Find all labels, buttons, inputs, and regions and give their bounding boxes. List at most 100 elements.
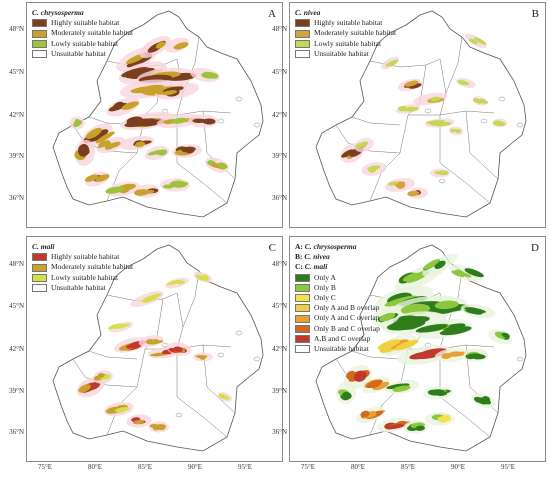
habitat-patch [142, 296, 156, 303]
habitat-patch [415, 425, 425, 431]
lake-outline [175, 412, 183, 418]
habitat-patch [396, 182, 406, 189]
legend-d-row-5: Only B and C overlap [295, 324, 380, 334]
habitat-patch [360, 410, 370, 418]
legend-b-label-high: Highly suitable habitat [314, 18, 383, 28]
legend-d-label-0: Only A [314, 272, 336, 282]
habitat-patch [473, 37, 487, 45]
prefecture-boundary [465, 110, 499, 180]
lake-outline [253, 356, 261, 362]
lake-outline [480, 118, 488, 124]
lat-label-48-a: 48°N [9, 25, 24, 33]
lat-label-42-d: 42°N [272, 345, 287, 353]
habitat-patch [394, 339, 419, 351]
lake-outline [498, 96, 506, 102]
legend-c-row-low: Lowly suitable habitat [32, 273, 133, 283]
lat-label-39-a: 39°N [9, 152, 24, 160]
habitat-patch [467, 353, 483, 359]
legend-d-swatch-4 [295, 314, 310, 323]
legend-d-name-c: C. mali [304, 262, 328, 272]
legend-a-swatch-low [32, 39, 47, 48]
legend-a-label-high: Highly suitable habitat [51, 18, 120, 28]
prefecture-boundary [72, 124, 138, 154]
legend-d-swatch-1 [295, 283, 310, 292]
legend-d-species-a: A: C. chrysosperma [295, 242, 380, 252]
map-panel-d: A: C. chrysosperma B: C. nivea C: C. mal… [289, 236, 546, 462]
habitat-patch [134, 141, 146, 148]
habitat-patch [341, 149, 354, 158]
legend-c-label-unsuitable: Unsuitable habitat [51, 282, 106, 292]
habitat-patch [84, 174, 99, 182]
habitat-patch [77, 143, 90, 157]
legend-b: C. nivea Highly suitable habitat Moderat… [295, 8, 396, 59]
legend-d-swatch-5 [295, 324, 310, 333]
habitat-patch [108, 323, 123, 330]
lon-label-80-c: 80°E [87, 463, 103, 471]
habitat-patch [469, 38, 478, 45]
legend-d: A: C. chrysosperma B: C. nivea C: C. mal… [295, 242, 380, 354]
habitat-patch [205, 118, 215, 123]
habitat-patch [464, 268, 484, 278]
lon-label-90-c: 90°E [187, 463, 203, 471]
habitat-patches-d [335, 253, 512, 434]
habitat-patch [465, 307, 480, 314]
habitat-patch [379, 312, 396, 322]
lake-outline [217, 352, 225, 358]
habitat-patch [196, 274, 205, 279]
legend-b-row-low: Lowly suitable habitat [295, 39, 396, 49]
habitat-patch [202, 274, 209, 279]
habitat-patch [430, 96, 441, 102]
legend-d-label-7: Unsuitable habitat [314, 344, 369, 354]
legend-d-name-b: C. nivea [304, 252, 330, 262]
lon-label-85-d: 85°E [400, 463, 416, 471]
legend-a-row-moderate: Moderately suitable habitat [32, 28, 133, 38]
habitat-patch [192, 118, 206, 124]
lake-outline [424, 108, 432, 114]
prefecture-boundary [439, 115, 491, 204]
habitat-patch [377, 339, 401, 350]
prefecture-boundary [445, 270, 463, 328]
prefecture-boundary [182, 270, 200, 328]
habitat-patch [161, 90, 178, 96]
lat-label-42-a: 42°N [9, 111, 24, 119]
legend-c-label-moderate: Moderately suitable habitat [51, 262, 134, 272]
legend-b-row-moderate: Moderately suitable habitat [295, 28, 396, 38]
lat-label-39-b: 39°N [272, 152, 287, 160]
habitat-patch [434, 260, 446, 269]
habitat-patch [78, 384, 91, 393]
legend-c-swatch-moderate [32, 263, 47, 272]
legend-a: C. chrysosperma Highly suitable habitat … [32, 8, 133, 59]
prefecture-boundary [88, 350, 138, 360]
lat-label-42-b: 42°N [272, 111, 287, 119]
habitat-patch [124, 118, 157, 128]
legend-c-label-high: Highly suitable habitat [51, 252, 120, 262]
prefecture-boundary [439, 349, 491, 438]
lat-label-36-c: 36°N [9, 428, 24, 436]
legend-d-swatch-2 [295, 294, 310, 303]
map-b-canvas [315, 10, 527, 218]
habitat-patch [121, 67, 150, 78]
map-panel-a: C. chrysosperma Highly suitable habitat … [26, 2, 283, 228]
habitat-patch [388, 60, 397, 67]
habitat-patch [141, 189, 155, 194]
habitat-patch [121, 101, 139, 110]
lat-label-48-b: 48°N [272, 25, 287, 33]
habitat-patch [97, 372, 105, 379]
legend-c-row-high: Highly suitable habitat [32, 252, 133, 262]
habitat-patch [174, 42, 189, 50]
lat-label-36-a: 36°N [9, 194, 24, 202]
legend-b-label-low: Lowly suitable habitat [314, 38, 382, 48]
habitat-patch [387, 181, 399, 186]
habitat-patch [438, 170, 449, 175]
panel-letter-d: D [531, 242, 539, 254]
habitat-patch [98, 140, 110, 147]
legend-d-species-c: C: C. mali [295, 262, 380, 272]
habitat-patch [95, 174, 110, 182]
habitat-patch [342, 391, 352, 400]
habitat-patch [457, 271, 472, 278]
habitat-patch [112, 102, 123, 109]
legend-d-row-1: Only B [295, 283, 380, 293]
lon-label-90-d: 90°E [450, 463, 466, 471]
lake-outline [516, 122, 524, 128]
habitat-patch [501, 332, 510, 338]
